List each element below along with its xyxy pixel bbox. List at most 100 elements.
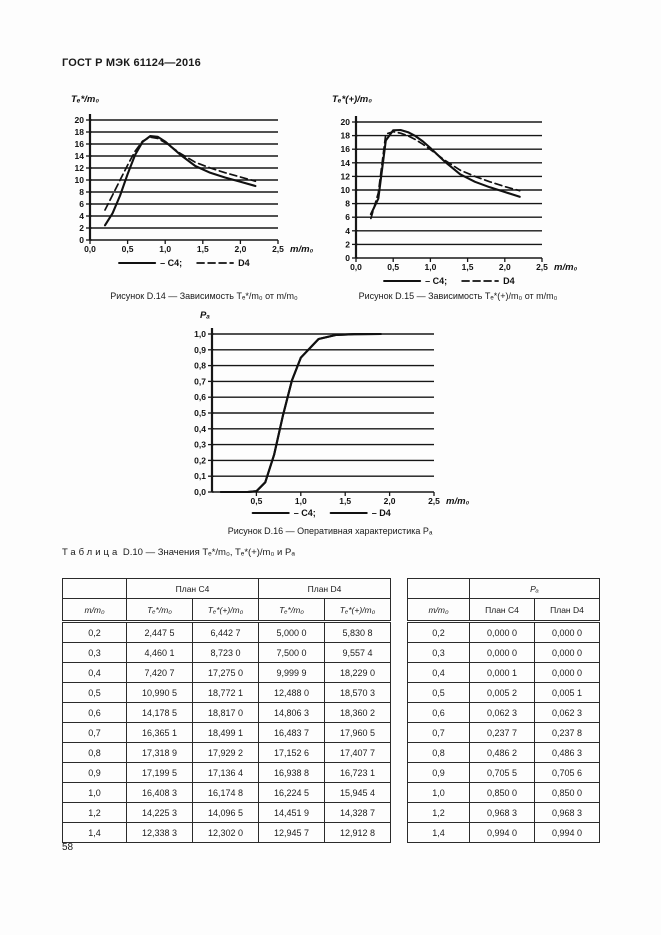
table-cell: 17,275 0 — [192, 662, 259, 683]
svg-text:D4: D4 — [503, 276, 515, 286]
svg-text:0,1: 0,1 — [194, 471, 206, 481]
tick-labels: 0 2 4 6 8 10 12 14 16 18 20 0,0 0,5 1,0 1,5 2,0 2,5 m/m₀ T… — [332, 94, 578, 273]
table-row: 1,4 0,994 0 0,994 0 — [407, 822, 600, 843]
svg-text:0,7: 0,7 — [194, 376, 206, 386]
table-cell: 18,360 2 — [324, 702, 391, 723]
svg-text:1,0: 1,0 — [159, 244, 171, 254]
svg-text:– C4;: – C4; — [160, 258, 182, 268]
figure-caption-d15: Рисунок D.15 — Зависимость Tₑ*(+)/m₀ от … — [358, 291, 558, 301]
chart-legend: – C4; D4 — [118, 258, 250, 268]
table-cell: 17,407 7 — [324, 742, 391, 763]
table-cell: 0,000 0 — [534, 642, 600, 663]
table-row: 0,4 0,000 1 0,000 0 — [407, 662, 600, 683]
table-cell: 1,4 — [62, 822, 127, 843]
corner-cell — [62, 578, 127, 599]
table-row: 0,6 14,178 5 18,817 0 14,806 3 18,360 2 — [62, 702, 391, 723]
table-cell: 14,806 3 — [258, 702, 325, 723]
svg-text:2,5: 2,5 — [272, 244, 284, 254]
svg-text:6: 6 — [345, 212, 350, 222]
axes — [352, 116, 543, 262]
svg-text:6: 6 — [79, 199, 84, 209]
gridlines — [212, 333, 434, 493]
table-cell: 9,557 4 — [324, 642, 391, 663]
chart-d15: 0 2 4 6 8 10 12 14 16 18 20 0,0 0,5 1,0 1,5 2,0 2,5 m/m₀ T… — [332, 94, 578, 286]
table-cell: 0,850 0 — [534, 782, 600, 803]
svg-text:0,6: 0,6 — [194, 392, 206, 402]
table-row: 1,2 14,225 3 14,096 5 14,451 9 14,328 7 — [62, 802, 391, 823]
column-header: m/m₀ — [407, 598, 470, 623]
table-cell: 0,237 7 — [469, 722, 535, 743]
chart-d16: 0,0 0,1 0,2 0,3 0,4 0,5 0,6 0,7 0,8 0,9 1,0 0,5 1,0 1… — [194, 310, 469, 518]
table-cell: 12,945 7 — [258, 822, 325, 843]
table-row: 0,8 17,318 9 17,929 2 17,152 6 17,407 7 — [62, 742, 391, 763]
svg-text:– C4;: – C4; — [425, 276, 447, 286]
table-row: 1,4 12,338 3 12,302 0 12,945 7 12,912 8 — [62, 822, 391, 843]
table-cell: 0,005 2 — [469, 682, 535, 703]
table-row: 1,0 16,408 3 16,174 8 16,224 5 15,945 4 — [62, 782, 391, 803]
svg-text:0,4: 0,4 — [194, 424, 206, 434]
table-row: 0,3 0,000 0 0,000 0 — [407, 642, 600, 663]
table-cell: 17,199 5 — [126, 762, 193, 783]
table-row: 0,4 7,420 7 17,275 0 9,999 9 18,229 0 — [62, 662, 391, 683]
tick-labels: 0,0 0,1 0,2 0,3 0,4 0,5 0,6 0,7 0,8 0,9 1,0 0,5 1,0 1… — [194, 310, 469, 507]
svg-text:2: 2 — [345, 239, 350, 249]
svg-text:0,5: 0,5 — [387, 262, 399, 272]
y-axis-label: Tₑ*/m₀ — [71, 94, 99, 105]
table-cell: 0,3 — [62, 642, 127, 663]
table-cell: 0,000 0 — [534, 621, 600, 643]
svg-text:1,0: 1,0 — [424, 262, 436, 272]
table-cell: 0,994 0 — [469, 822, 535, 843]
table-cell: 16,408 3 — [126, 782, 193, 803]
series-D4 — [104, 136, 257, 211]
table-row: 0,9 0,705 5 0,705 6 — [407, 762, 600, 783]
svg-text:0: 0 — [79, 235, 84, 245]
table-cell: 0,705 6 — [534, 762, 600, 783]
table-cell: 2,447 5 — [126, 621, 193, 643]
svg-text:0,9: 0,9 — [194, 345, 206, 355]
table-title: Таблица D.10 — Значения Tₑ*/m₀, Tₑ*(+)/m… — [62, 547, 295, 558]
column-group-header: Pₐ — [469, 578, 600, 599]
x-axis-label: m/m₀ — [290, 244, 314, 255]
axes — [86, 114, 279, 244]
svg-text:– D4: – D4 — [372, 508, 391, 518]
x-axis-label: m/m₀ — [446, 496, 470, 507]
table-cell: 0,8 — [407, 742, 470, 763]
table-cell: 17,136 4 — [192, 762, 259, 783]
svg-text:1,0: 1,0 — [194, 329, 206, 339]
table-cell: 17,929 2 — [192, 742, 259, 763]
svg-text:4: 4 — [79, 211, 84, 221]
corner-cell — [407, 578, 470, 599]
gridlines — [90, 119, 278, 241]
table-cell: 0,2 — [62, 621, 127, 643]
table-cell: 0,005 1 — [534, 682, 600, 703]
table-row: 1,2 0,968 3 0,968 3 — [407, 802, 600, 823]
table-cell: 0,8 — [62, 742, 127, 763]
table-row: 0,7 16,365 1 18,499 1 16,483 7 17,960 5 — [62, 722, 391, 743]
column-group-header: План C4 — [126, 578, 259, 599]
table-cell: 16,224 5 — [258, 782, 325, 803]
svg-text:0,0: 0,0 — [350, 262, 362, 272]
table-cell: 0,062 3 — [469, 702, 535, 723]
table-cell: 17,318 9 — [126, 742, 193, 763]
table-cell: 9,999 9 — [258, 662, 325, 683]
svg-text:0,8: 0,8 — [194, 361, 206, 371]
table-cell: 0,7 — [407, 722, 470, 743]
svg-text:8: 8 — [345, 199, 350, 209]
table-row: 0,8 0,486 2 0,486 3 — [407, 742, 600, 763]
table-cell: 16,938 8 — [258, 762, 325, 783]
table-cell: 5,830 8 — [324, 621, 391, 643]
table-cell: 14,328 7 — [324, 802, 391, 823]
table-cell: 12,912 8 — [324, 822, 391, 843]
table-cell: 0,968 3 — [534, 802, 600, 823]
svg-text:2,5: 2,5 — [536, 262, 548, 272]
column-header: Tₑ*/m₀ — [126, 598, 193, 623]
chart-d14: 0 2 4 6 8 10 12 14 16 18 20 0,0 0,5 1,0 1,5 2,0 2,5 m/m₀ T… — [71, 94, 314, 268]
table-cell: 0,6 — [62, 702, 127, 723]
chart-legend: – C4; – D4 — [251, 508, 391, 518]
table-title-word: Таблица — [62, 547, 121, 558]
svg-text:14: 14 — [341, 158, 351, 168]
column-header: Tₑ*(+)/m₀ — [192, 598, 259, 623]
column-group-header: План D4 — [258, 578, 391, 599]
svg-text:10: 10 — [341, 185, 351, 195]
